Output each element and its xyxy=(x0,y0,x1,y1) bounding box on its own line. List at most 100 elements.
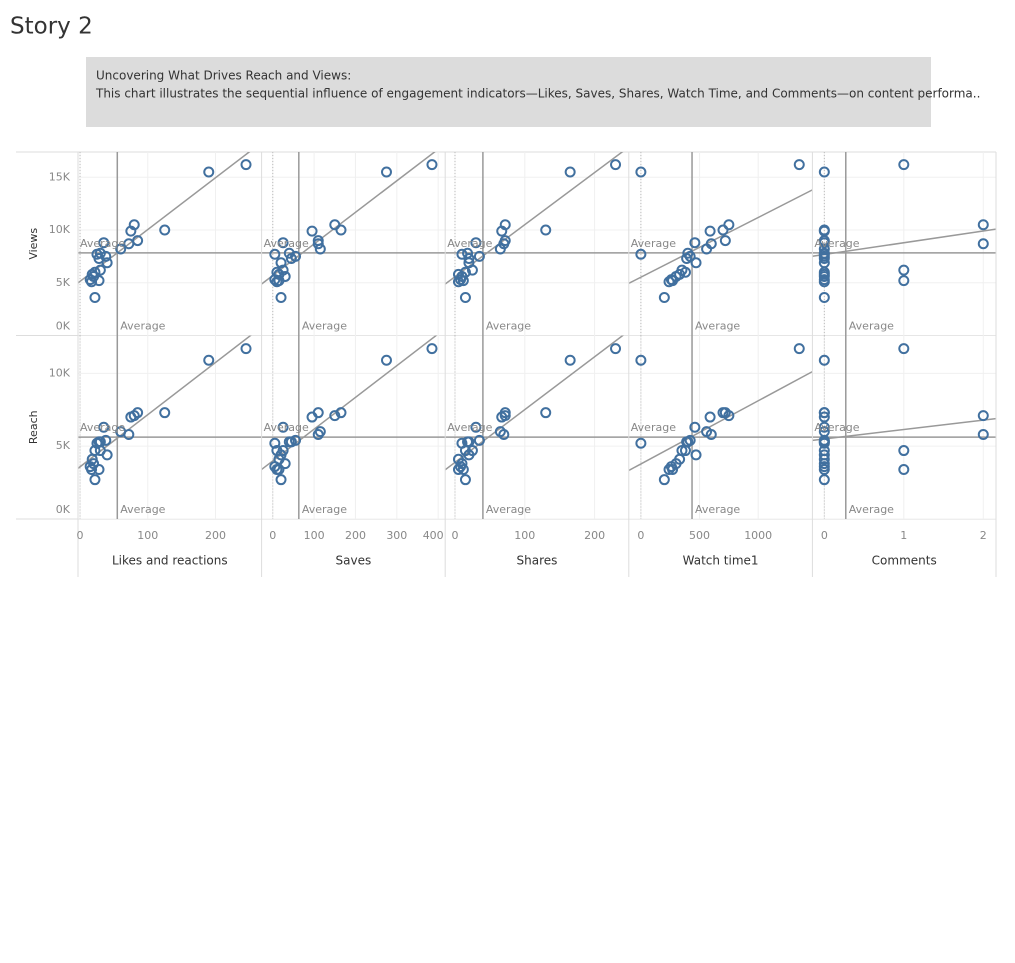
point xyxy=(663,276,675,288)
point xyxy=(635,166,647,178)
point xyxy=(93,275,105,287)
point xyxy=(463,436,475,448)
point xyxy=(94,264,106,276)
x-tick-label: 2 xyxy=(980,529,987,542)
point xyxy=(269,437,281,449)
point xyxy=(898,463,910,475)
panel: Average Average xyxy=(261,152,446,336)
point xyxy=(681,253,693,265)
x-tick-label: 200 xyxy=(205,529,226,542)
trend-line xyxy=(628,370,813,472)
point xyxy=(426,343,438,355)
point xyxy=(312,407,324,419)
row-label: Reach xyxy=(27,410,40,444)
point xyxy=(564,354,576,366)
average-label: Average xyxy=(849,320,894,333)
average-label: Average xyxy=(631,421,676,434)
average-label: Average xyxy=(814,237,859,250)
point xyxy=(101,257,113,269)
point xyxy=(275,292,287,304)
trend-line xyxy=(78,335,252,469)
x-tick-label: 0 xyxy=(637,529,644,542)
panel: Average Average xyxy=(628,335,813,519)
average-label: Average xyxy=(80,421,125,434)
y-tick-label: 5K xyxy=(56,439,71,452)
panel: Average Average xyxy=(445,335,629,519)
x-tick-label: 0 xyxy=(269,529,276,542)
point xyxy=(818,292,830,304)
x-tick-label: 0 xyxy=(821,529,828,542)
point xyxy=(663,463,675,475)
point xyxy=(540,407,552,419)
y-tick-label: 10K xyxy=(49,366,71,379)
point xyxy=(285,253,297,265)
caption-text: This chart illustrates the sequential in… xyxy=(95,87,980,101)
point xyxy=(723,219,735,231)
average-label: Average xyxy=(695,503,740,516)
average-label: Average xyxy=(264,421,309,434)
x-tick-label: 100 xyxy=(304,529,325,542)
point xyxy=(977,219,989,231)
average-label: Average xyxy=(486,320,531,333)
x-tick-label: 1 xyxy=(900,529,907,542)
point xyxy=(271,463,283,475)
point xyxy=(452,276,464,288)
column-label: Comments xyxy=(872,554,937,568)
point xyxy=(701,426,713,438)
point xyxy=(380,166,392,178)
point xyxy=(98,421,110,433)
point xyxy=(689,421,701,433)
x-tick-label: 0 xyxy=(77,529,84,542)
x-tick-label: 100 xyxy=(514,529,535,542)
panel: Average Average xyxy=(261,335,446,519)
point xyxy=(86,463,98,475)
panel: Average Average xyxy=(812,335,997,519)
point xyxy=(473,250,485,262)
x-tick-label: 1000 xyxy=(744,529,772,542)
point xyxy=(271,276,283,288)
panel: Average Average xyxy=(78,152,262,336)
trend-line xyxy=(445,152,624,285)
point xyxy=(818,276,830,288)
point xyxy=(496,225,508,237)
point xyxy=(719,407,731,419)
point xyxy=(457,275,469,287)
point xyxy=(898,159,910,171)
column-label: Shares xyxy=(517,554,558,568)
point xyxy=(818,354,830,366)
point xyxy=(658,474,670,486)
average-label: Average xyxy=(302,503,347,516)
point xyxy=(494,243,506,255)
point xyxy=(269,248,281,260)
average-label: Average xyxy=(814,421,859,434)
point xyxy=(312,238,324,250)
point xyxy=(93,436,105,448)
y-tick-label: 0K xyxy=(56,320,71,333)
point xyxy=(240,343,252,355)
panel: Average Average xyxy=(78,335,262,519)
trend-line xyxy=(261,335,438,471)
point xyxy=(89,474,101,486)
point xyxy=(277,421,289,433)
point xyxy=(98,237,110,249)
row-label: Views xyxy=(27,228,40,260)
point xyxy=(610,343,622,355)
point xyxy=(329,410,341,422)
x-tick-label: 0 xyxy=(451,529,458,542)
average-label: Average xyxy=(695,320,740,333)
point xyxy=(426,159,438,171)
point xyxy=(203,166,215,178)
point xyxy=(701,243,713,255)
point xyxy=(494,426,506,438)
point xyxy=(329,219,341,231)
x-tick-label: 300 xyxy=(386,529,407,542)
point xyxy=(283,247,295,259)
point xyxy=(89,292,101,304)
point xyxy=(818,237,830,249)
point xyxy=(473,434,485,446)
point xyxy=(277,445,289,457)
story-title: Story 2 xyxy=(10,14,93,40)
point xyxy=(682,247,694,259)
point xyxy=(93,463,105,475)
